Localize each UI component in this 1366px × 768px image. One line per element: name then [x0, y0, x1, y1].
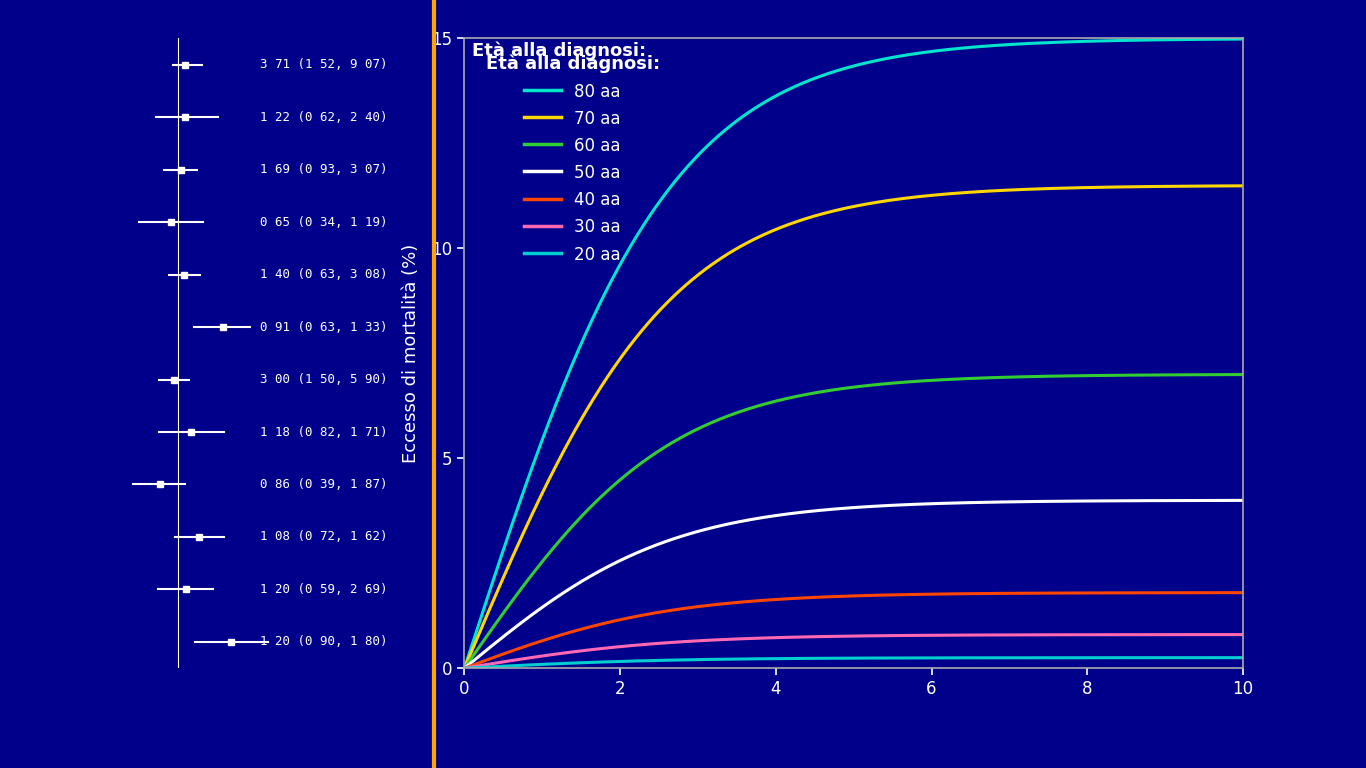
60 aa: [1063, 371, 1079, 380]
Line: 50 aa: 50 aa: [464, 501, 1243, 668]
70 aa: [1063, 184, 1079, 193]
80 aa: [535, 431, 552, 440]
60 aa: [1078, 371, 1094, 380]
20 aa: [456, 664, 473, 673]
40 aa: [456, 664, 473, 673]
Text: Età alla diagnosi:: Età alla diagnosi:: [473, 41, 646, 60]
40 aa: [535, 636, 552, 645]
60 aa: [535, 555, 552, 564]
50 aa: [535, 601, 552, 611]
80 aa: [1078, 37, 1094, 46]
70 aa: [799, 214, 816, 223]
Text: 3 71 (1 52, 9 07): 3 71 (1 52, 9 07): [260, 58, 387, 71]
70 aa: [772, 223, 788, 233]
Line: 40 aa: 40 aa: [464, 593, 1243, 668]
20 aa: [1078, 653, 1094, 662]
Text: 0 86 (0 39, 1 87): 0 86 (0 39, 1 87): [260, 478, 387, 491]
Line: 20 aa: 20 aa: [464, 657, 1243, 668]
30 aa: [1235, 630, 1251, 639]
Line: 70 aa: 70 aa: [464, 186, 1243, 668]
60 aa: [1235, 370, 1251, 379]
80 aa: [1063, 37, 1079, 46]
50 aa: [990, 498, 1007, 507]
50 aa: [799, 507, 816, 516]
40 aa: [1235, 588, 1251, 598]
Text: 0 91 (0 63, 1 33): 0 91 (0 63, 1 33): [260, 320, 387, 333]
80 aa: [772, 90, 788, 99]
Line: 30 aa: 30 aa: [464, 634, 1243, 668]
30 aa: [990, 631, 1007, 640]
Text: 3 00 (1 50, 5 90): 3 00 (1 50, 5 90): [260, 373, 387, 386]
40 aa: [1063, 588, 1079, 598]
60 aa: [990, 372, 1007, 382]
Text: 1 20 (0 90, 1 80): 1 20 (0 90, 1 80): [260, 635, 387, 648]
30 aa: [456, 664, 473, 673]
30 aa: [772, 633, 788, 642]
80 aa: [990, 41, 1007, 50]
50 aa: [456, 664, 473, 673]
40 aa: [1078, 588, 1094, 598]
60 aa: [772, 396, 788, 405]
60 aa: [799, 389, 816, 399]
40 aa: [799, 593, 816, 602]
30 aa: [535, 651, 552, 660]
Text: 1 40 (0 63, 3 08): 1 40 (0 63, 3 08): [260, 268, 387, 281]
70 aa: [990, 186, 1007, 195]
Text: 0 65 (0 34, 1 19): 0 65 (0 34, 1 19): [260, 216, 387, 229]
20 aa: [799, 654, 816, 663]
80 aa: [456, 664, 473, 673]
Line: 60 aa: 60 aa: [464, 375, 1243, 668]
Text: 1 22 (0 62, 2 40): 1 22 (0 62, 2 40): [260, 111, 387, 124]
Y-axis label: Eccesso di mortalità (%): Eccesso di mortalità (%): [403, 243, 421, 463]
70 aa: [456, 664, 473, 673]
70 aa: [535, 485, 552, 495]
20 aa: [990, 653, 1007, 662]
70 aa: [1235, 181, 1251, 190]
80 aa: [799, 77, 816, 86]
70 aa: [1078, 183, 1094, 192]
50 aa: [1078, 496, 1094, 505]
80 aa: [1235, 35, 1251, 44]
Text: 1 08 (0 72, 1 62): 1 08 (0 72, 1 62): [260, 531, 387, 544]
20 aa: [1235, 653, 1251, 662]
40 aa: [990, 589, 1007, 598]
20 aa: [772, 654, 788, 664]
30 aa: [799, 632, 816, 641]
Text: 1 20 (0 59, 2 69): 1 20 (0 59, 2 69): [260, 583, 387, 596]
30 aa: [1078, 630, 1094, 639]
50 aa: [1235, 496, 1251, 505]
Line: 80 aa: 80 aa: [464, 39, 1243, 668]
60 aa: [456, 664, 473, 673]
50 aa: [1063, 496, 1079, 505]
20 aa: [535, 660, 552, 669]
20 aa: [1063, 653, 1079, 662]
30 aa: [1063, 630, 1079, 639]
Text: 1 18 (0 82, 1 71): 1 18 (0 82, 1 71): [260, 425, 387, 439]
Text: 1 69 (0 93, 3 07): 1 69 (0 93, 3 07): [260, 163, 387, 176]
50 aa: [772, 511, 788, 520]
40 aa: [772, 594, 788, 604]
Legend: 80 aa, 70 aa, 60 aa, 50 aa, 40 aa, 30 aa, 20 aa: 80 aa, 70 aa, 60 aa, 50 aa, 40 aa, 30 aa…: [481, 50, 665, 269]
